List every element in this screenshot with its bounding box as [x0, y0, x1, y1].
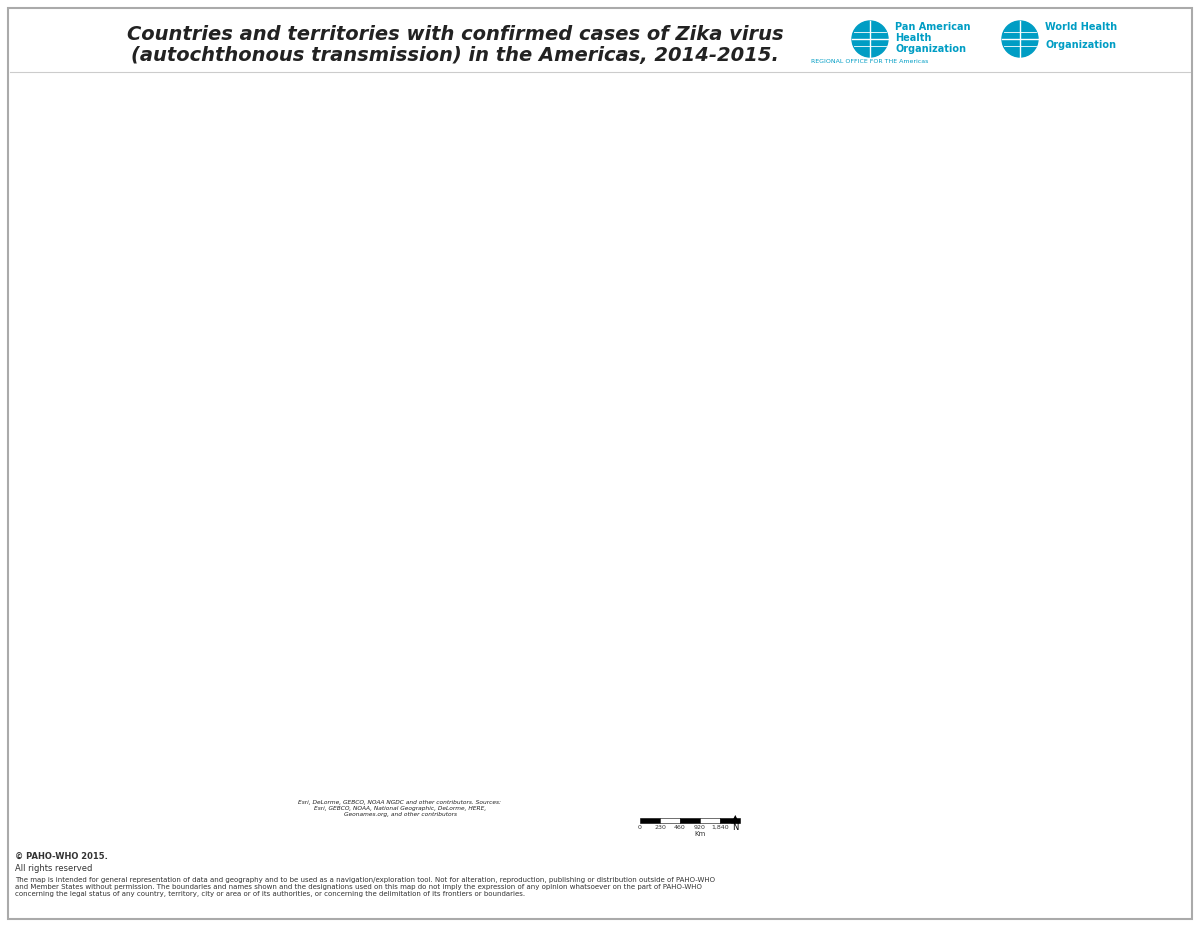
- Text: Organization: Organization: [895, 44, 966, 54]
- Text: Country boundaries: Country boundaries: [896, 331, 1020, 344]
- Text: Legend: Legend: [829, 159, 889, 174]
- Text: Reported from the IHR National Focal Points
and through the Ministry of Health w: Reported from the IHR National Focal Poi…: [817, 762, 1067, 785]
- Bar: [720, 818, 740, 823]
- Bar: [829, 315, 878, 359]
- Circle shape: [852, 21, 888, 57]
- Text: Organization: Organization: [1045, 40, 1116, 50]
- Text: 460: 460: [674, 825, 686, 830]
- Bar: [700, 818, 720, 823]
- Text: 2014: 2014: [896, 273, 929, 286]
- Text: All rights reserved: All rights reserved: [14, 864, 92, 873]
- Text: 2015: 2015: [896, 213, 929, 226]
- Text: PAHO-WHO AD CHA IR ARO: PAHO-WHO AD CHA IR ARO: [817, 829, 970, 839]
- Bar: [660, 818, 680, 823]
- Text: Km: Km: [695, 831, 706, 837]
- Text: 920: 920: [694, 825, 706, 830]
- Text: N: N: [732, 823, 738, 832]
- Text: NOAA NGDC, and other
contributors: NOAA NGDC, and other contributors: [1044, 695, 1142, 715]
- Text: Updated as of Epidemiological Week 48: Updated as of Epidemiological Week 48: [875, 84, 1123, 97]
- Text: Pan American: Pan American: [895, 22, 971, 32]
- Text: 230: 230: [654, 825, 666, 830]
- Text: 0: 0: [638, 825, 642, 830]
- Text: Map requires cartopy: Map requires cartopy: [313, 445, 521, 464]
- Text: Countries and territories with confirmed cases of Zika virus: Countries and territories with confirmed…: [127, 24, 784, 44]
- Text: © PAHO-WHO 2015.: © PAHO-WHO 2015.: [14, 852, 108, 861]
- Bar: [680, 818, 700, 823]
- Text: Data Source:: Data Source:: [817, 734, 904, 747]
- Text: The map is intended for general representation of data and geography and to be u: The map is intended for general represen…: [14, 877, 715, 897]
- Text: Health: Health: [895, 33, 931, 43]
- Text: * Case of autochthonous transmission of Zika
virus infection in Easter Island, C: * Case of autochthonous transmission of …: [829, 625, 1067, 669]
- Text: ▲: ▲: [731, 814, 739, 824]
- Text: World Health: World Health: [1045, 22, 1117, 32]
- Bar: [829, 257, 878, 300]
- Text: (Nov 29-Dec 5, 2015): (Nov 29-Dec 5, 2015): [931, 100, 1067, 113]
- Text: 1,840: 1,840: [712, 825, 728, 830]
- Text: (autochthonous transmission) in the Americas, 2014-2015.: (autochthonous transmission) in the Amer…: [131, 45, 779, 65]
- Bar: [829, 198, 878, 241]
- Bar: [640, 818, 660, 823]
- Bar: [817, 617, 1181, 727]
- Text: REGIONAL OFFICE FOR THE Americas: REGIONAL OFFICE FOR THE Americas: [811, 59, 929, 64]
- Text: Map Production:: Map Production:: [817, 806, 926, 819]
- Text: Countries with Zika confirmed cases: Countries with Zika confirmed cases: [829, 186, 1084, 199]
- Circle shape: [1002, 21, 1038, 57]
- Text: Esri, DeLorme, GEBCO, NOAA NGDC and other contributors. Sources:
Esri, GEBCO, NO: Esri, DeLorme, GEBCO, NOAA NGDC and othe…: [299, 800, 502, 817]
